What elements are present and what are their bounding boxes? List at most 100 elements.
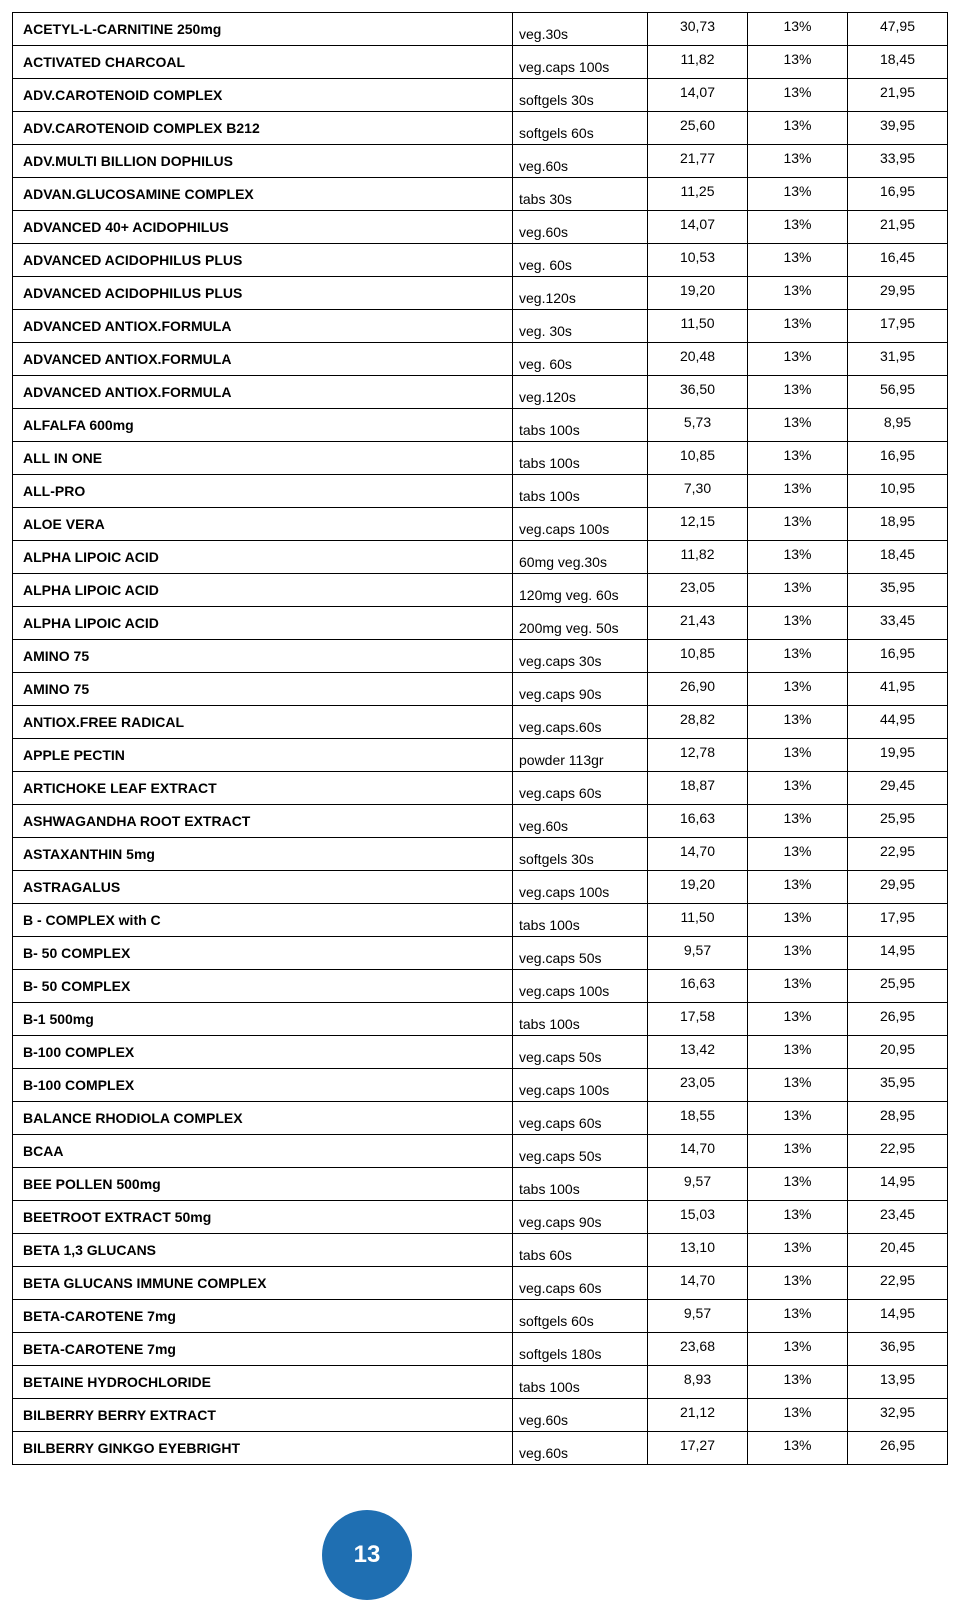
cell-form: softgels 60s: [513, 1300, 648, 1333]
cell-percent: 13%: [748, 178, 848, 211]
table-row: ARTICHOKE LEAF EXTRACTveg.caps 60s18,871…: [13, 772, 948, 805]
cell-price2: 16,45: [848, 244, 948, 277]
cell-price2: 18,45: [848, 541, 948, 574]
cell-form: veg.caps 100s: [513, 871, 648, 904]
table-row: ALOE VERAveg.caps 100s12,1513%18,95: [13, 508, 948, 541]
cell-product-name: ADVAN.GLUCOSAMINE COMPLEX: [13, 178, 513, 211]
cell-product-name: ASTRAGALUS: [13, 871, 513, 904]
table-row: ACETYL-L-CARNITINE 250mgveg.30s30,7313%4…: [13, 13, 948, 46]
cell-form: 200mg veg. 50s: [513, 607, 648, 640]
table-row: ADV.CAROTENOID COMPLEX B212softgels 60s2…: [13, 112, 948, 145]
cell-percent: 13%: [748, 607, 848, 640]
cell-percent: 13%: [748, 1036, 848, 1069]
cell-product-name: BCAA: [13, 1135, 513, 1168]
cell-price1: 11,82: [648, 541, 748, 574]
cell-product-name: BILBERRY BERRY EXTRACT: [13, 1399, 513, 1432]
page-number-badge: 13: [322, 1510, 412, 1600]
cell-percent: 13%: [748, 409, 848, 442]
cell-product-name: ADVANCED ACIDOPHILUS PLUS: [13, 244, 513, 277]
cell-percent: 13%: [748, 475, 848, 508]
cell-product-name: ADVANCED ANTIOX.FORMULA: [13, 343, 513, 376]
cell-price1: 16,63: [648, 970, 748, 1003]
cell-product-name: BETA 1,3 GLUCANS: [13, 1234, 513, 1267]
table-row: BCAA veg.caps 50s14,7013%22,95: [13, 1135, 948, 1168]
cell-price1: 23,68: [648, 1333, 748, 1366]
table-row: BEE POLLEN 500mg tabs 100s9,5713%14,95: [13, 1168, 948, 1201]
table-row: ALFALFA 600mgtabs 100s5,7313%8,95: [13, 409, 948, 442]
cell-product-name: ASHWAGANDHA ROOT EXTRACT: [13, 805, 513, 838]
table-row: BILBERRY BERRY EXTRACTveg.60s21,1213%32,…: [13, 1399, 948, 1432]
cell-form: veg.caps 100s: [513, 508, 648, 541]
cell-price2: 35,95: [848, 1069, 948, 1102]
cell-product-name: AMINO 75: [13, 640, 513, 673]
cell-product-name: ALPHA LIPOIC ACID: [13, 541, 513, 574]
table-row: ADVANCED ANTIOX.FORMULAveg.120s36,5013%5…: [13, 376, 948, 409]
cell-percent: 13%: [748, 673, 848, 706]
table-row: BILBERRY GINKGO EYEBRIGHTveg.60s17,2713%…: [13, 1432, 948, 1465]
cell-form: veg.caps 90s: [513, 1201, 648, 1234]
cell-price1: 23,05: [648, 574, 748, 607]
cell-price2: 13,95: [848, 1366, 948, 1399]
cell-percent: 13%: [748, 1102, 848, 1135]
cell-form: veg.caps 50s: [513, 937, 648, 970]
cell-product-name: ASTAXANTHIN 5mg: [13, 838, 513, 871]
cell-percent: 13%: [748, 1234, 848, 1267]
cell-price2: 16,95: [848, 640, 948, 673]
cell-percent: 13%: [748, 112, 848, 145]
cell-product-name: ADV.CAROTENOID COMPLEX: [13, 79, 513, 112]
cell-product-name: ADV.MULTI BILLION DOPHILUS: [13, 145, 513, 178]
cell-form: tabs 30s: [513, 178, 648, 211]
cell-percent: 13%: [748, 871, 848, 904]
cell-price1: 17,27: [648, 1432, 748, 1465]
cell-price2: 17,95: [848, 310, 948, 343]
cell-price1: 17,58: [648, 1003, 748, 1036]
cell-product-name: ACTIVATED CHARCOAL: [13, 46, 513, 79]
cell-product-name: B-100 COMPLEX: [13, 1069, 513, 1102]
cell-form: veg.60s: [513, 145, 648, 178]
cell-percent: 13%: [748, 244, 848, 277]
cell-percent: 13%: [748, 79, 848, 112]
cell-product-name: BEE POLLEN 500mg: [13, 1168, 513, 1201]
cell-price2: 14,95: [848, 1300, 948, 1333]
cell-product-name: B-100 COMPLEX: [13, 1036, 513, 1069]
cell-price1: 14,70: [648, 1267, 748, 1300]
cell-price1: 13,42: [648, 1036, 748, 1069]
cell-price1: 25,60: [648, 112, 748, 145]
cell-form: veg.60s: [513, 1399, 648, 1432]
table-row: ASTAXANTHIN 5mgsoftgels 30s14,7013%22,95: [13, 838, 948, 871]
cell-percent: 13%: [748, 640, 848, 673]
cell-price2: 18,95: [848, 508, 948, 541]
cell-price1: 7,30: [648, 475, 748, 508]
cell-price1: 15,03: [648, 1201, 748, 1234]
table-row: ADVANCED 40+ ACIDOPHILUSveg.60s14,0713%2…: [13, 211, 948, 244]
cell-percent: 13%: [748, 970, 848, 1003]
cell-price1: 21,12: [648, 1399, 748, 1432]
cell-price1: 11,50: [648, 310, 748, 343]
cell-product-name: ADV.CAROTENOID COMPLEX B212: [13, 112, 513, 145]
cell-price2: 29,95: [848, 277, 948, 310]
cell-form: veg.60s: [513, 805, 648, 838]
cell-percent: 13%: [748, 937, 848, 970]
cell-percent: 13%: [748, 145, 848, 178]
cell-price1: 18,55: [648, 1102, 748, 1135]
cell-price1: 30,73: [648, 13, 748, 46]
cell-price2: 56,95: [848, 376, 948, 409]
cell-price2: 19,95: [848, 739, 948, 772]
cell-price2: 22,95: [848, 838, 948, 871]
cell-form: tabs 100s: [513, 475, 648, 508]
cell-form: veg.caps 30s: [513, 640, 648, 673]
cell-form: tabs 100s: [513, 1366, 648, 1399]
cell-price1: 21,43: [648, 607, 748, 640]
cell-product-name: ALL IN ONE: [13, 442, 513, 475]
table-row: AMINO 75veg.caps 30s10,8513%16,95: [13, 640, 948, 673]
cell-percent: 13%: [748, 1069, 848, 1102]
cell-percent: 13%: [748, 1333, 848, 1366]
cell-price1: 9,57: [648, 937, 748, 970]
cell-product-name: ANTIOX.FREE RADICAL: [13, 706, 513, 739]
cell-price2: 20,95: [848, 1036, 948, 1069]
cell-price2: 26,95: [848, 1432, 948, 1465]
cell-price2: 21,95: [848, 79, 948, 112]
cell-price2: 29,95: [848, 871, 948, 904]
cell-price1: 28,82: [648, 706, 748, 739]
cell-product-name: ALPHA LIPOIC ACID: [13, 607, 513, 640]
